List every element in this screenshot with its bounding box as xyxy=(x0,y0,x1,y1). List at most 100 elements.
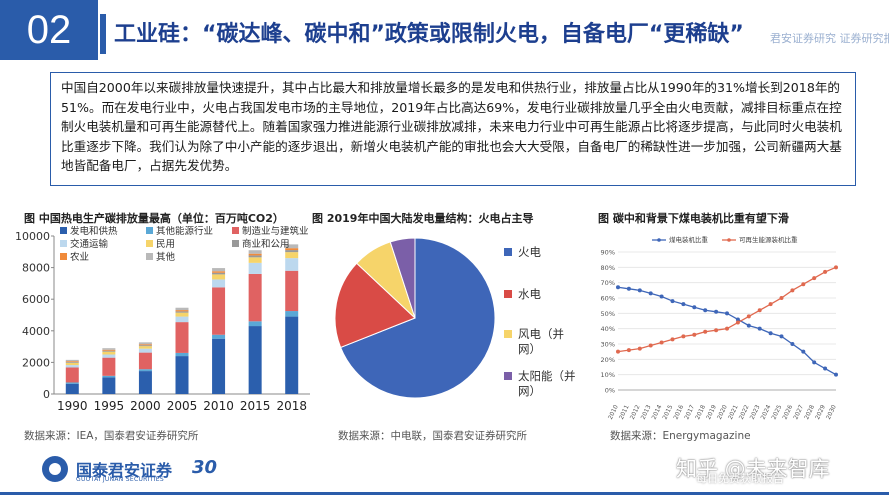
data-point xyxy=(725,311,729,316)
company-logo-icon xyxy=(42,456,68,482)
data-point xyxy=(681,302,686,307)
data-point xyxy=(834,372,838,377)
x-tick-label: 2010 xyxy=(203,399,234,413)
bar-segment xyxy=(102,348,116,350)
section-number: 02 xyxy=(0,0,98,60)
legend-label: 其他 xyxy=(156,251,176,263)
bar-segment xyxy=(248,262,262,274)
bar-segment xyxy=(138,342,152,345)
line-chart: 0%10%20%30%40%50%60%70%80%90%20102011201… xyxy=(601,235,838,421)
bar-segment xyxy=(175,312,189,317)
legend-swatch xyxy=(60,227,67,234)
line-chart-source: 数据来源：Energymagazine xyxy=(610,430,751,442)
legend-label: 网） xyxy=(518,384,541,398)
data-point xyxy=(801,282,806,287)
legend-swatch xyxy=(232,227,239,234)
bar-segment xyxy=(138,371,152,394)
bar-segment xyxy=(212,279,226,288)
bar-segment xyxy=(175,352,189,357)
legend-swatch xyxy=(146,253,153,260)
legend-label: 其他能源行业 xyxy=(156,226,213,237)
bar-segment xyxy=(248,273,262,322)
data-point xyxy=(790,342,795,346)
x-tick-label: 2005 xyxy=(167,399,198,413)
bar-segment xyxy=(285,250,299,253)
data-point xyxy=(823,366,828,371)
data-point xyxy=(648,343,653,348)
company-name-en-logo: GUOTAI JUNAN SECURITIES xyxy=(76,476,164,483)
bar-segment xyxy=(102,354,116,358)
data-point xyxy=(626,286,631,291)
bar-segment xyxy=(65,365,79,368)
bar-segment xyxy=(138,345,152,347)
data-point xyxy=(779,296,784,300)
header-accent-bar xyxy=(100,14,106,54)
legend-label: 农业 xyxy=(70,251,89,263)
legend-label: 煤电装机比重 xyxy=(669,235,709,244)
data-point xyxy=(670,337,675,342)
legend-swatch xyxy=(504,372,512,380)
bar-segment xyxy=(138,352,152,370)
data-point xyxy=(670,299,675,304)
bar-segment xyxy=(65,383,79,394)
x-tick-label: 2015 xyxy=(240,399,271,413)
legend-swatch xyxy=(60,253,67,260)
data-point xyxy=(757,308,762,313)
bar-segment xyxy=(102,351,116,355)
bar-segment xyxy=(285,258,299,271)
bar-segment xyxy=(175,310,189,312)
bar-segment xyxy=(212,287,226,335)
data-point xyxy=(823,269,828,274)
watermark: 知乎 @未来智库 xyxy=(676,457,830,481)
legend-label: 制造业与建筑业 xyxy=(242,226,309,237)
bar-segment xyxy=(285,270,299,312)
bar-segment xyxy=(65,382,79,384)
y-tick-label: 10000 xyxy=(15,230,50,243)
data-point xyxy=(812,360,817,365)
data-point xyxy=(779,334,784,339)
y-tick-label: 80% xyxy=(601,264,615,272)
legend-label: 网） xyxy=(518,342,541,356)
data-point xyxy=(714,309,719,314)
summary-box: 中国自2000年以来碳排放量快速提升，其中占比最大和排放量增长最多的是发电和供热… xyxy=(50,72,856,186)
y-tick-label: 8000 xyxy=(22,262,50,275)
data-point xyxy=(725,326,729,331)
legend-swatch xyxy=(504,290,512,298)
series-line xyxy=(617,286,837,376)
legend-label: 发电和供热 xyxy=(70,226,118,237)
bar-segment xyxy=(212,338,226,394)
y-tick-label: 0 xyxy=(43,388,50,401)
data-point xyxy=(834,265,838,270)
x-tick-label: 1995 xyxy=(94,399,125,413)
bar-segment xyxy=(102,350,116,352)
y-tick-label: 40% xyxy=(601,325,615,333)
data-point xyxy=(703,329,708,334)
data-point xyxy=(659,294,664,299)
y-tick-label: 50% xyxy=(601,310,615,318)
bar-segment xyxy=(285,311,299,317)
data-point xyxy=(746,314,751,319)
bar-segment xyxy=(212,274,226,280)
bar-segment xyxy=(102,377,116,394)
series-line xyxy=(617,266,837,353)
legend-swatch xyxy=(60,240,67,247)
y-tick-label: 2000 xyxy=(22,356,50,369)
anniversary-30-logo: 30 xyxy=(192,457,218,478)
legend-label: 商业和公用 xyxy=(242,238,290,250)
bar-chart: 0 2000 4000 6000 8000 10000 1990 1995 2000 2005 20… xyxy=(15,226,310,413)
legend-marker xyxy=(727,238,731,242)
data-point xyxy=(790,288,795,293)
legend-label: 太阳能（并 xyxy=(518,369,576,383)
data-point xyxy=(801,349,806,354)
x-tick-label: 1990 xyxy=(57,399,88,413)
data-point xyxy=(768,302,773,307)
data-point xyxy=(681,334,686,339)
bar-segment xyxy=(138,348,152,353)
data-point xyxy=(692,332,697,337)
bar-segment xyxy=(248,321,262,327)
y-tick-label: 4000 xyxy=(22,325,50,338)
legend-label: 风电（并 xyxy=(518,327,564,341)
bar-segment xyxy=(102,349,116,351)
y-tick-label: 60% xyxy=(601,295,615,303)
y-tick-label: 6000 xyxy=(22,293,50,306)
